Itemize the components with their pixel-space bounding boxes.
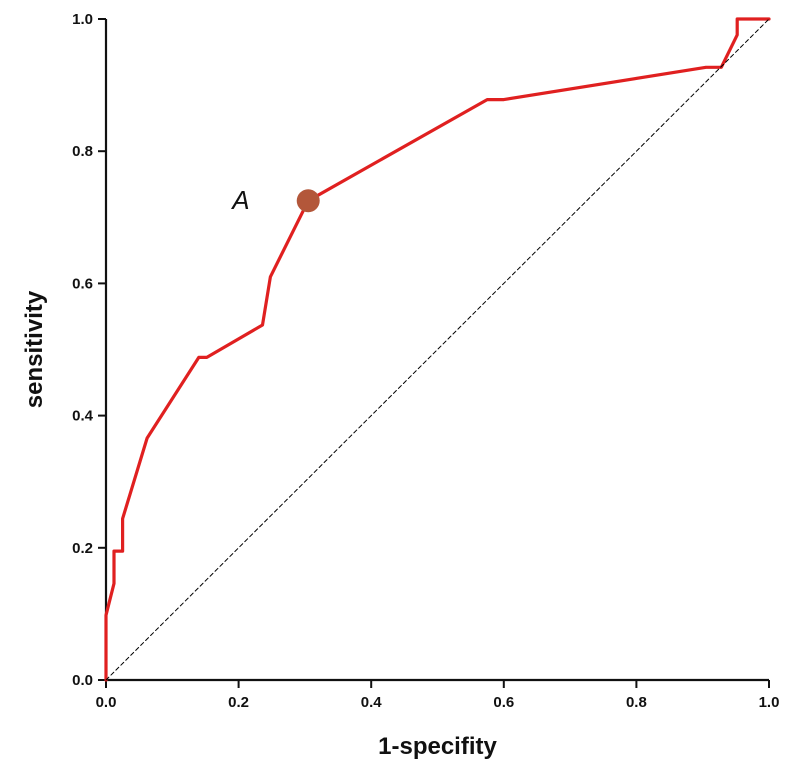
y-tick-label: 0.0: [72, 672, 93, 689]
x-tick-label: 0.6: [493, 694, 514, 711]
y-tick-label: 0.2: [72, 540, 93, 557]
reference-diagonal-line: [106, 19, 769, 680]
x-tick-label: 0.8: [626, 694, 647, 711]
y-tick-label: 0.6: [72, 275, 93, 292]
series-layer: [106, 19, 769, 680]
point-a-label: A: [230, 185, 249, 215]
y-tick-label: 0.8: [72, 143, 93, 160]
y-tick-label: 1.0: [72, 11, 93, 28]
x-tick-label: 1.0: [759, 694, 780, 711]
point-a-marker: [297, 189, 320, 212]
y-tick-label: 0.4: [72, 408, 94, 425]
x-tick-label: 0.2: [228, 694, 249, 711]
x-tick-label: 0.4: [361, 694, 383, 711]
annotation-layer: A: [230, 185, 320, 215]
x-axis-title: 1-specifity: [378, 733, 497, 760]
x-tick-label: 0.0: [96, 694, 117, 711]
y-axis-title: sensitivity: [21, 290, 48, 408]
